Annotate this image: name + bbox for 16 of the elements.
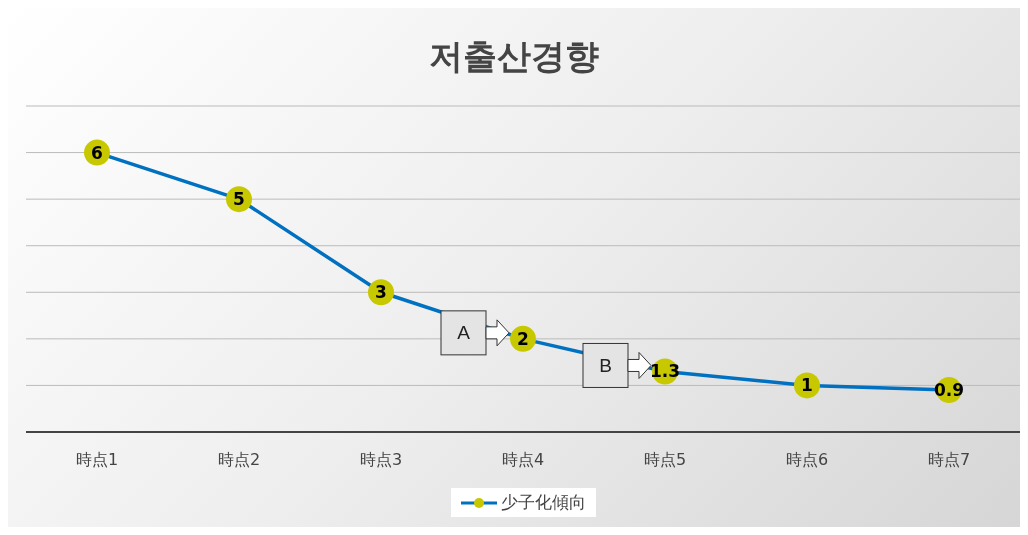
data-label: 6 xyxy=(91,142,103,163)
annotation: A xyxy=(457,322,471,344)
data-label: 5 xyxy=(233,189,245,210)
data-label: 3 xyxy=(375,282,387,303)
x-tick-label: 時点7 xyxy=(927,450,971,470)
x-tick-label: 時点3 xyxy=(359,450,403,470)
data-label: 2 xyxy=(517,328,529,349)
x-tick-label: 時点5 xyxy=(643,450,687,470)
x-tick-label: 時点4 xyxy=(501,450,545,470)
chart-title: 저출산경향 xyxy=(428,35,600,78)
annotation: B xyxy=(599,354,612,376)
legend-label: 少子化傾向 xyxy=(500,491,586,514)
x-tick-label: 時点2 xyxy=(217,450,261,470)
x-tick-label: 時点1 xyxy=(75,450,119,470)
data-label: 1 xyxy=(801,375,813,396)
x-tick-label: 時点6 xyxy=(785,450,829,470)
